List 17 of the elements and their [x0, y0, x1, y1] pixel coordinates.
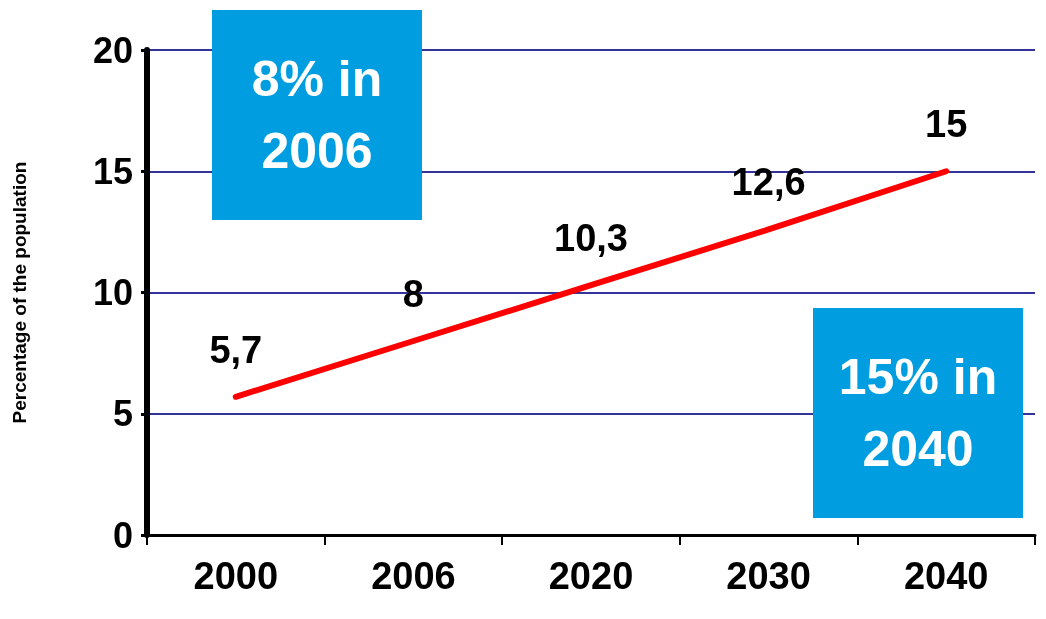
- x-tick-label: 2040: [903, 555, 989, 597]
- data-label: 12,6: [731, 161, 806, 204]
- y-tick-label: 15: [92, 150, 133, 192]
- y-tick-label: 5: [112, 393, 133, 435]
- data-label: 15: [925, 103, 968, 146]
- x-tick-label: 2000: [193, 555, 279, 597]
- x-tick-label: 2020: [548, 555, 634, 597]
- y-tick-label: 10: [92, 272, 133, 313]
- data-label: 5,7: [209, 328, 263, 371]
- data-label: 10,3: [554, 217, 628, 260]
- annotation: 8% in 2006: [250, 50, 384, 181]
- y-tick-label: 20: [92, 29, 133, 71]
- annotation: 15% in 2040: [837, 348, 999, 479]
- y-axis-title: Percentage of the population: [9, 161, 30, 424]
- y-tick-label: 0: [112, 514, 133, 556]
- x-tick-label: 2006: [371, 555, 456, 597]
- x-tick-label: 2030: [726, 555, 811, 597]
